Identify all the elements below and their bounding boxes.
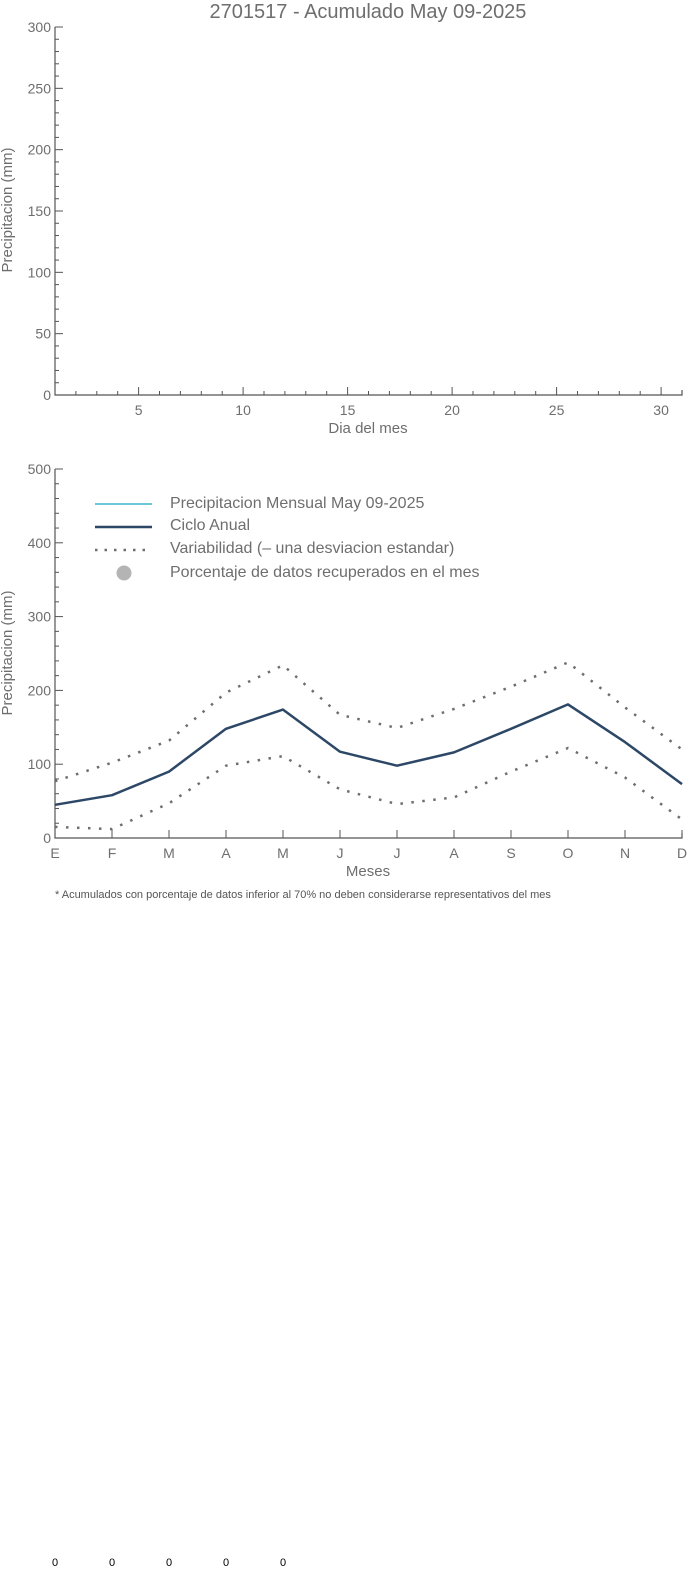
- top-y-axis-label: Precipitacion (mm): [0, 147, 16, 272]
- top-y-tick-label: 300: [28, 19, 52, 35]
- bottom-y-tick-label: 200: [28, 682, 52, 698]
- bottom-x-tick-label: M: [163, 845, 175, 861]
- top-axes: [54, 27, 683, 396]
- top-x-tick-label: 10: [235, 402, 251, 418]
- bottom-x-axis-label: Meses: [346, 863, 390, 880]
- top-x-tick-label: 15: [340, 402, 356, 418]
- top-y-tick-label: 50: [35, 326, 51, 342]
- bottom-series: [54, 660, 683, 831]
- bottom-x-tick-label: J: [337, 845, 344, 861]
- bottom-axes: [54, 469, 683, 839]
- legend-swatch-percentage: [116, 565, 132, 581]
- bottom-ticks: 0 100 200 300 400 500 E F M A M J J A S O N D: [28, 461, 687, 861]
- bottom-x-tick-label: E: [50, 845, 59, 861]
- series-line-variability-lower: [54, 746, 683, 831]
- percentage-row: 0 0 0 0 0: [52, 1557, 286, 1569]
- top-x-tick-label: 5: [135, 402, 143, 418]
- top-y-tick-label: 150: [28, 203, 52, 219]
- bottom-y-tick-label: 400: [28, 535, 52, 551]
- top-y-tick-label: 250: [28, 80, 52, 96]
- percentage-value: 0: [52, 1557, 58, 1569]
- bottom-x-tick-label: A: [221, 845, 231, 861]
- bottom-y-tick-label: 100: [28, 756, 52, 772]
- legend: Precipitacion Mensual May 09-2025 Ciclo …: [95, 495, 480, 581]
- top-x-tick-label: 30: [653, 402, 669, 418]
- top-y-tick-label: 100: [28, 264, 52, 280]
- annual-cycle-chart: Precipitacion (mm) Meses 0 100 200 300 400 50…: [0, 461, 687, 901]
- legend-label-variability: Variabilidad (– una desviacion estandar): [170, 540, 454, 557]
- bottom-x-tick-label: J: [394, 845, 401, 861]
- chart-title: 2701517 - Acumulado May 09-2025: [210, 1, 527, 23]
- bottom-x-tick-label: F: [108, 845, 117, 861]
- legend-label-percentage: Porcentaje de datos recuperados en el me…: [170, 564, 480, 581]
- daily-accumulation-chart: 2701517 - Acumulado May 09-2025 Precipit…: [0, 1, 683, 437]
- bottom-y-tick-label: 300: [28, 609, 52, 625]
- bottom-x-tick-label: S: [506, 845, 515, 861]
- top-ticks: 0 50 100 150 200 250 300 5 10 15 20 25 30: [28, 19, 683, 418]
- percentage-value: 0: [223, 1557, 229, 1569]
- top-x-tick-label: 25: [549, 402, 565, 418]
- bottom-y-tick-label: 0: [43, 830, 51, 846]
- bottom-x-tick-label: D: [677, 845, 687, 861]
- top-y-tick-label: 200: [28, 142, 52, 158]
- top-y-tick-label: 0: [43, 387, 51, 403]
- percentage-value: 0: [166, 1557, 172, 1569]
- bottom-y-tick-label: 500: [28, 461, 52, 477]
- bottom-x-tick-label: A: [449, 845, 459, 861]
- percentage-value: 0: [280, 1557, 286, 1569]
- series-line-ciclo-anual: [54, 703, 683, 807]
- legend-label-monthly: Precipitacion Mensual May 09-2025: [170, 495, 424, 512]
- legend-label-annual: Ciclo Anual: [170, 517, 250, 534]
- series-line-variability-upper: [54, 660, 683, 783]
- top-x-axis-label: Dia del mes: [328, 420, 407, 437]
- bottom-x-tick-label: O: [563, 845, 574, 861]
- percentage-value: 0: [109, 1557, 115, 1569]
- bottom-y-axis-label: Precipitacion (mm): [0, 590, 16, 715]
- footnote: * Acumulados con porcentaje de datos inf…: [55, 889, 551, 901]
- bottom-x-tick-label: N: [620, 845, 630, 861]
- bottom-x-tick-label: M: [277, 845, 289, 861]
- top-x-tick-label: 20: [444, 402, 460, 418]
